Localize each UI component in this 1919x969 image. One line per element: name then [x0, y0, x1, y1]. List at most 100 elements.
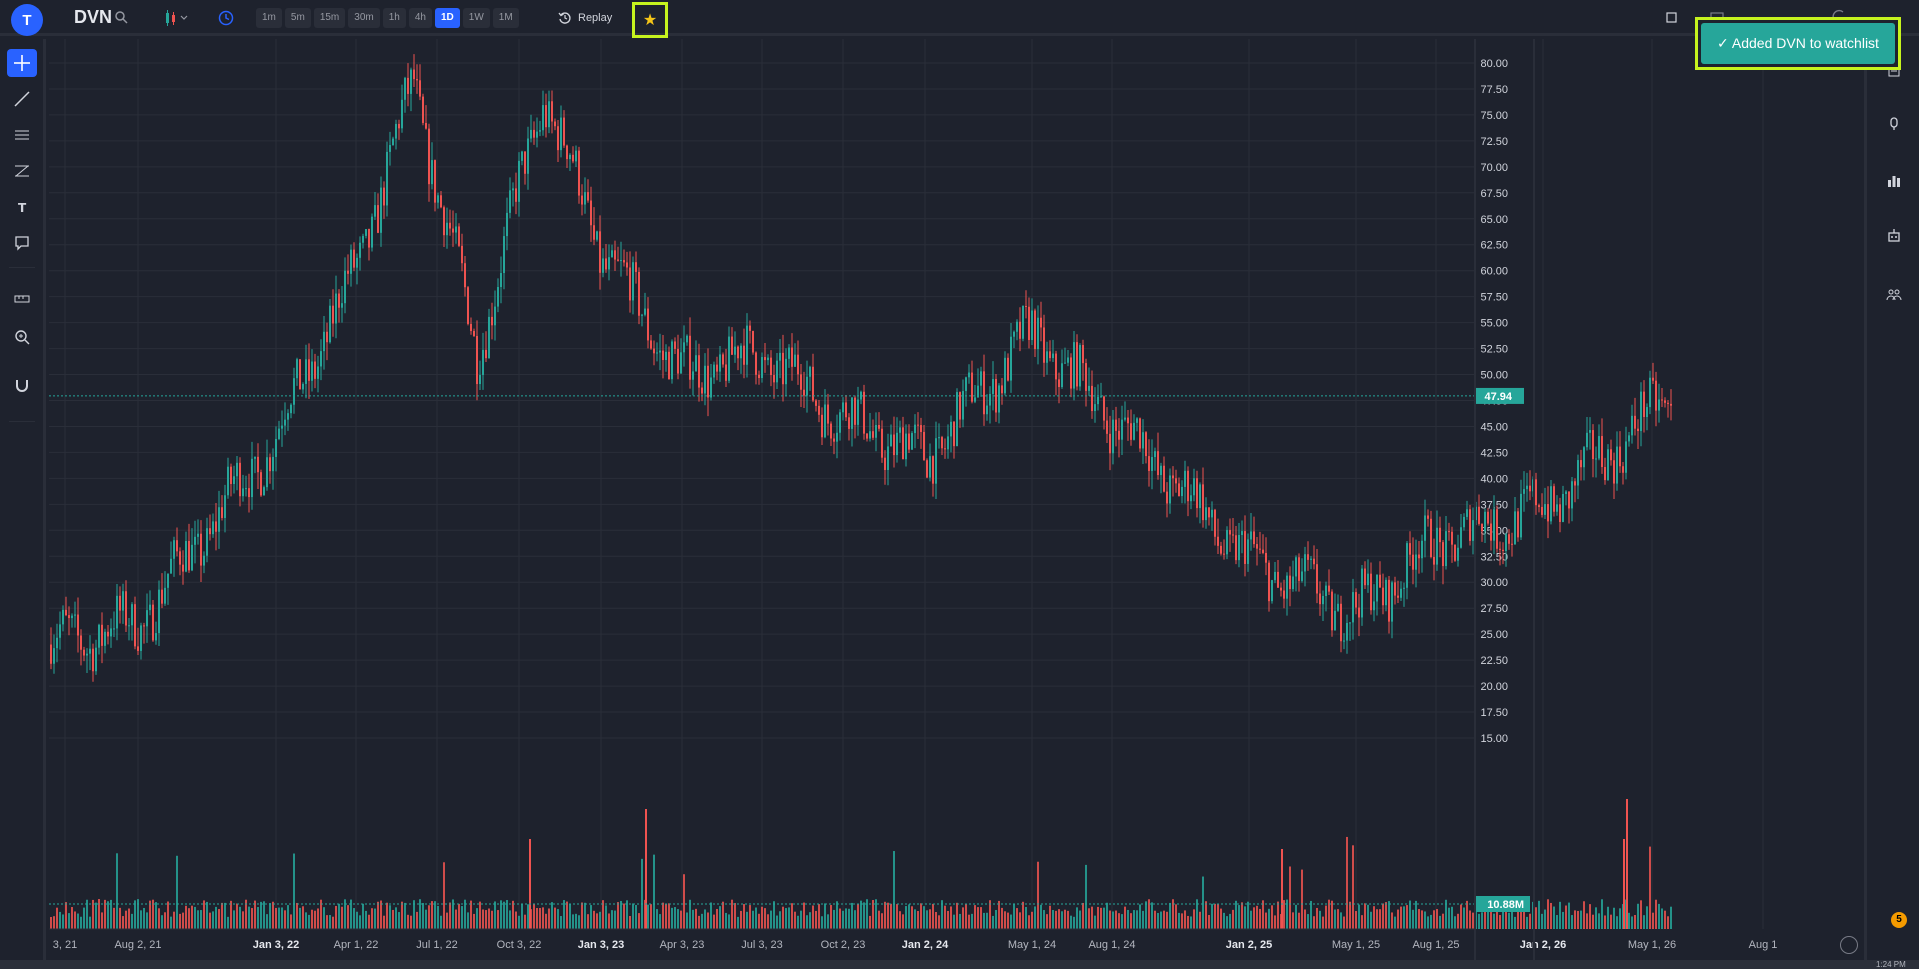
candle-body	[1145, 432, 1147, 457]
chart-area[interactable]: 80.00 77.50 75.00 72.50 70.00 67.50 65.00 62.50…	[49, 39, 1864, 969]
candle-body	[122, 591, 124, 611]
tf-1h[interactable]: 1h	[382, 8, 406, 28]
tf-1M[interactable]: 1M	[492, 8, 519, 28]
replay-button[interactable]: Replay	[558, 8, 612, 28]
volume-bar	[791, 903, 793, 929]
community-button[interactable]	[1883, 283, 1905, 305]
volume-bar	[1487, 900, 1489, 929]
candle-body	[1592, 430, 1594, 460]
volume-bar	[977, 907, 979, 929]
volume-bar	[404, 902, 406, 929]
fib-tool[interactable]	[7, 157, 37, 185]
candle-body	[167, 573, 169, 588]
volume-bar	[674, 907, 676, 929]
tf-1m[interactable]: 1m	[256, 8, 282, 28]
candle-body	[86, 653, 88, 656]
candle-body	[173, 540, 175, 559]
trendline-tool[interactable]	[7, 85, 37, 113]
candle-body	[896, 432, 898, 456]
candle-body	[446, 222, 448, 236]
zoom-tool[interactable]	[7, 323, 37, 351]
volume-bar	[659, 914, 661, 929]
volume-bar	[1580, 910, 1582, 929]
search-icon[interactable]	[114, 10, 128, 24]
volume-bar	[488, 908, 490, 929]
candle-body	[1190, 495, 1192, 502]
volume-bar	[299, 907, 301, 929]
tf-1w[interactable]: 1W	[462, 8, 490, 28]
watchlist-star-button[interactable]: ★	[632, 2, 668, 38]
volume-bar	[1472, 912, 1474, 929]
volume-bar	[1547, 899, 1549, 929]
top-toolbar: T DVN 1m 5m 15m 30m 1h 4h 1D 1W 1M Repla…	[0, 0, 1919, 38]
volume-bar	[377, 901, 379, 929]
alert-icon	[1890, 117, 1898, 130]
volume-bar	[629, 916, 631, 929]
alerts-button[interactable]	[1883, 113, 1905, 135]
volume-bar	[110, 899, 112, 929]
volume-bar	[275, 907, 277, 929]
comment-tool[interactable]	[7, 229, 37, 257]
volume-bar	[1412, 909, 1414, 929]
candle-body	[1427, 515, 1429, 519]
clock-icon[interactable]	[217, 9, 235, 27]
notification-badge[interactable]: 5	[1891, 912, 1907, 928]
volume-bar	[374, 908, 376, 929]
candle-body	[95, 647, 97, 672]
candle-body	[269, 457, 271, 472]
data-window-button[interactable]	[1883, 169, 1905, 191]
text-tool[interactable]: T	[7, 193, 37, 221]
crosshair-tool[interactable]	[7, 49, 37, 77]
candle-body	[470, 323, 472, 331]
volume-bar	[992, 915, 994, 929]
candle-body	[1334, 610, 1336, 631]
candle-body	[1043, 327, 1045, 363]
price-tick-label: 32.50	[1480, 551, 1508, 563]
candle-body	[803, 389, 805, 396]
candle-body	[869, 431, 871, 439]
candle-body	[968, 372, 970, 378]
volume-bar	[1310, 900, 1312, 929]
candle-body	[293, 378, 295, 405]
fib-icon	[15, 165, 29, 177]
volume-bar	[752, 910, 754, 929]
tf-15m[interactable]: 15m	[313, 8, 346, 28]
volume-bar	[947, 910, 949, 929]
candlestick-type-icon[interactable]	[163, 10, 191, 26]
volume-bar	[809, 912, 811, 929]
volume-bar	[356, 911, 358, 929]
volume-bar	[281, 907, 283, 929]
candle-body	[1052, 353, 1054, 359]
volume-bar	[833, 909, 835, 929]
candle-body	[179, 551, 181, 565]
tf-5m[interactable]: 5m	[284, 8, 311, 28]
volume-bar	[911, 906, 913, 929]
horizontal-lines-tool[interactable]	[7, 121, 37, 149]
candle-body	[1166, 491, 1168, 504]
candle-body	[737, 346, 739, 359]
candle-body	[1256, 544, 1258, 549]
tf-4h[interactable]: 4h	[408, 8, 432, 28]
assistant-button[interactable]	[1883, 225, 1905, 247]
volume-bar	[338, 903, 340, 929]
volume-bar	[590, 905, 592, 929]
price-chart[interactable]: 80.00 77.50 75.00 72.50 70.00 67.50 65.00 62.50…	[49, 39, 1864, 969]
volume-bar	[1316, 907, 1318, 929]
price-tick-label: 55.00	[1480, 318, 1508, 330]
user-avatar[interactable]: T	[11, 4, 43, 36]
chart-settings-icon[interactable]	[1840, 936, 1858, 954]
tf-1d[interactable]: 1D	[434, 8, 460, 28]
candle-body	[1616, 446, 1618, 484]
candle-body	[950, 421, 952, 437]
candle-body	[1238, 534, 1240, 561]
magnet-tool[interactable]	[7, 371, 37, 399]
ruler-tool[interactable]	[7, 285, 37, 313]
volume-bar	[1118, 913, 1120, 929]
candle-body	[1118, 430, 1120, 440]
tf-30m[interactable]: 30m	[348, 8, 380, 28]
volume-bar	[1550, 902, 1552, 929]
volume-bar	[1517, 900, 1519, 929]
symbol-name[interactable]: DVN	[74, 7, 113, 27]
price-tick-label: 25.00	[1480, 629, 1508, 641]
candle-body	[770, 357, 772, 376]
